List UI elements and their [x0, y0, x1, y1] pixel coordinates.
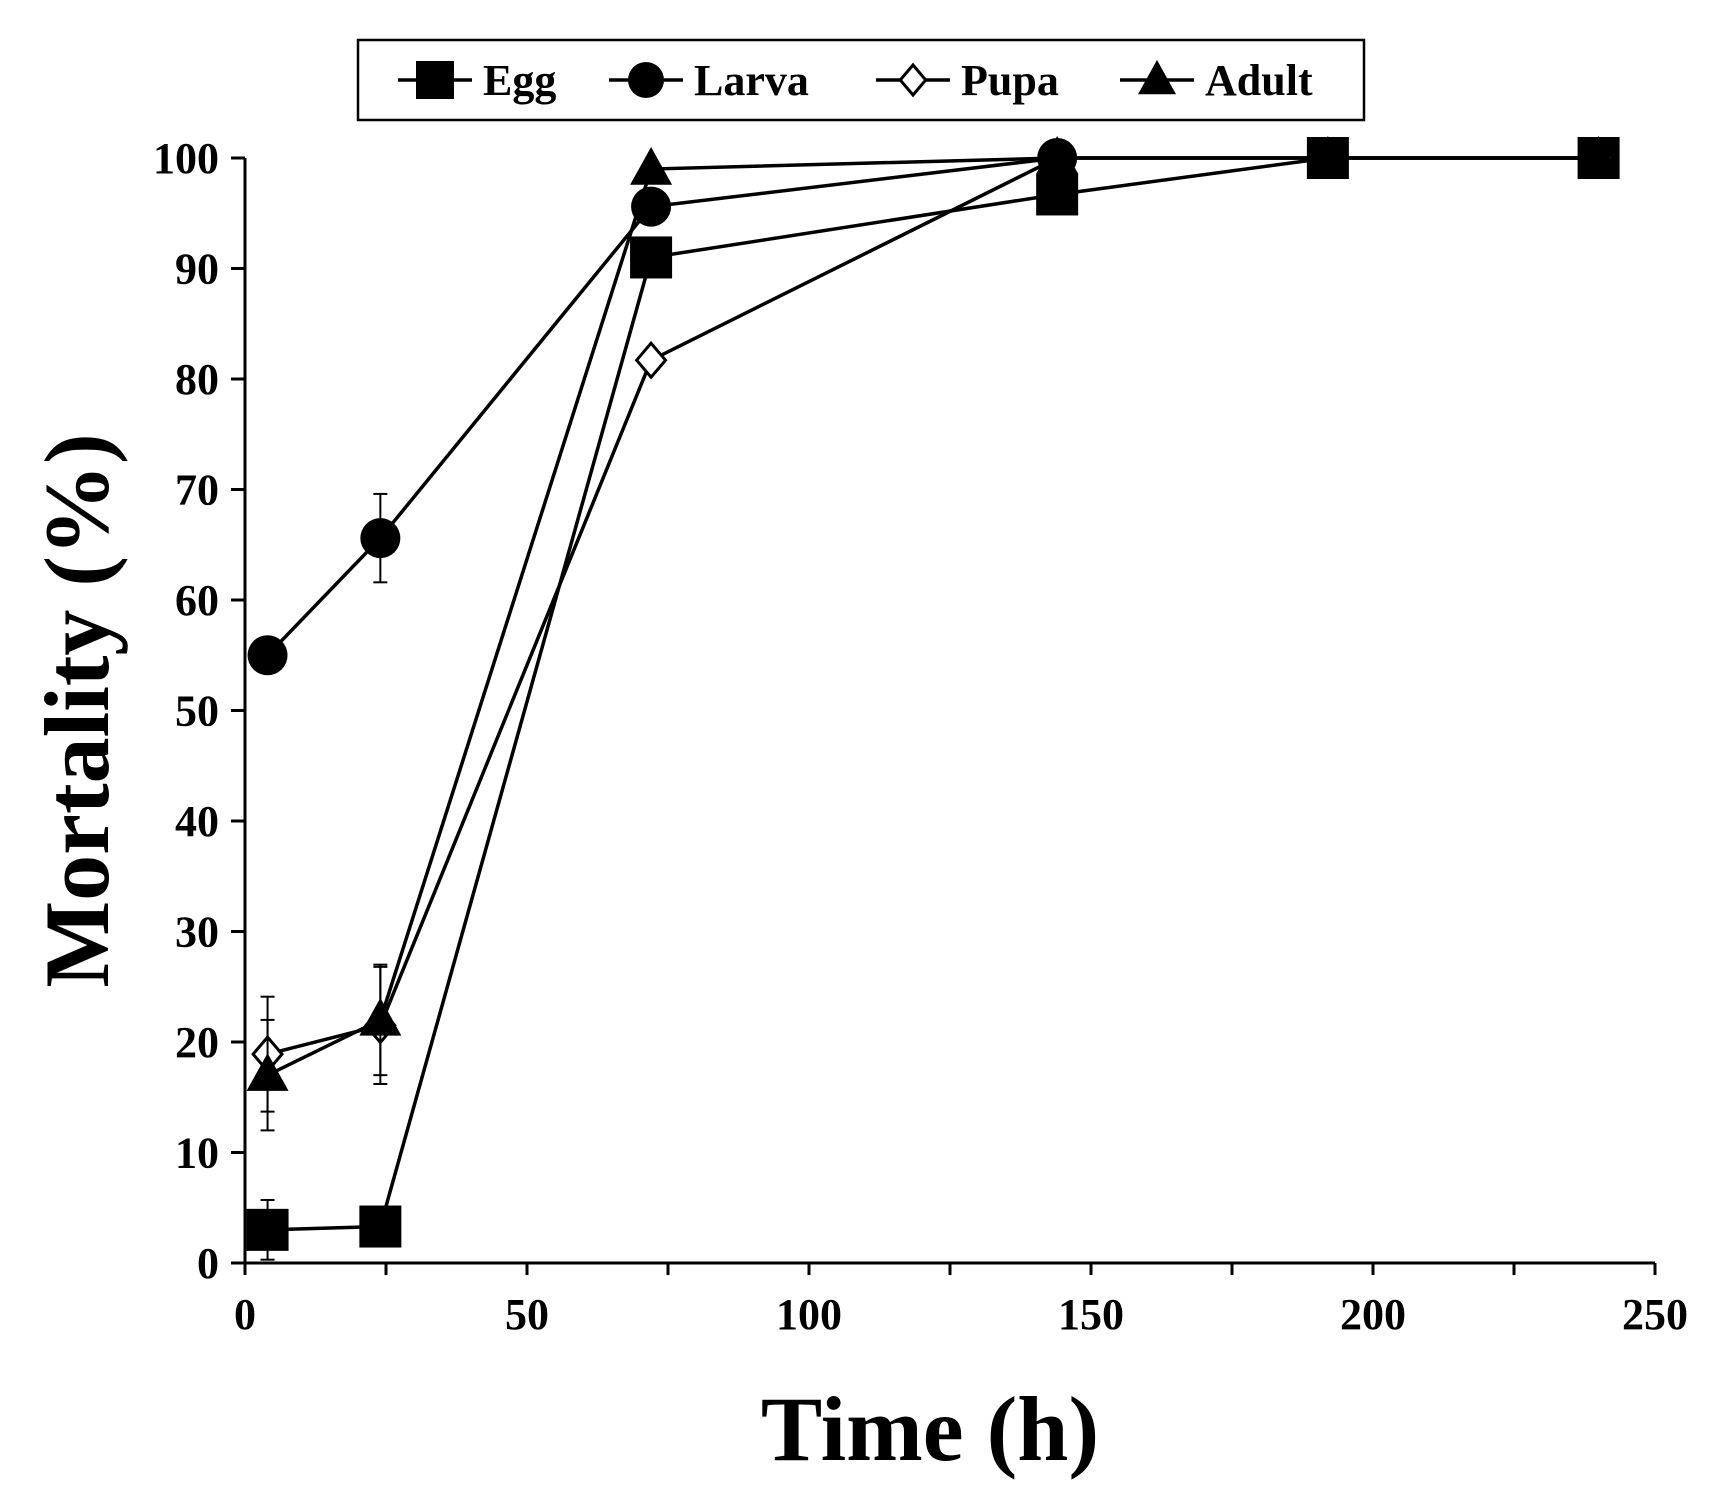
- y-axis-title: Mortality (%): [26, 433, 128, 987]
- legend-item-adult: Adult: [1120, 56, 1313, 105]
- data-point: [634, 340, 668, 380]
- data-point: [1306, 135, 1349, 174]
- legend-label: Egg: [483, 56, 556, 105]
- data-point: [247, 635, 288, 676]
- legend-label: Adult: [1205, 56, 1313, 105]
- legend: Egg Larva Pupa Adult: [356, 38, 1366, 122]
- data-point: [630, 147, 673, 185]
- y-tick-label: 70: [175, 466, 219, 515]
- y-tick-label: 10: [175, 1129, 219, 1178]
- series-egg: [246, 137, 1620, 1261]
- series-line: [267, 156, 1599, 1232]
- legend-label: Larva: [694, 56, 809, 105]
- y-tick-label: 20: [175, 1018, 219, 1067]
- y-tick-label: 90: [175, 245, 219, 294]
- x-tick-label: 100: [776, 1290, 842, 1339]
- legend-item-egg: Egg: [398, 56, 556, 105]
- legend-item-pupa: Pupa: [876, 56, 1059, 105]
- y-tick-label: 40: [175, 797, 219, 846]
- y-tick-label: 30: [175, 908, 219, 957]
- data-point: [1036, 173, 1079, 216]
- series-line: [266, 156, 1599, 1077]
- data-point: [1577, 135, 1620, 174]
- y-tick-label: 0: [197, 1239, 219, 1288]
- legend-label: Pupa: [961, 56, 1059, 105]
- x-tick-label: 150: [1058, 1290, 1124, 1339]
- data-point: [631, 186, 672, 227]
- y-tick-label: 50: [175, 687, 219, 736]
- x-tick-label: 250: [1622, 1290, 1688, 1339]
- legend-box: [356, 38, 1366, 122]
- series-adult: [246, 135, 1620, 1132]
- data-point: [246, 1208, 289, 1251]
- y-tick-label: 80: [175, 355, 219, 404]
- legend-marker: [1138, 60, 1176, 95]
- data-point: [359, 1205, 402, 1248]
- x-tick-label: 50: [505, 1290, 549, 1339]
- x-axis-title: Time (h): [761, 1378, 1099, 1480]
- series-pupa: [251, 138, 1616, 1113]
- data-point: [246, 1053, 289, 1091]
- legend-marker: [898, 62, 928, 98]
- data-point: [359, 997, 402, 1036]
- legend-marker: [628, 62, 664, 98]
- y-tick-label: 60: [175, 576, 219, 625]
- data-point: [630, 236, 673, 279]
- series-line: [266, 156, 1599, 657]
- y-tick-label: 100: [153, 134, 219, 183]
- x-tick-label: 200: [1340, 1290, 1406, 1339]
- data-point: [1036, 135, 1079, 174]
- data-point: [360, 518, 401, 559]
- legend-marker: [416, 61, 454, 99]
- legend-item-larva: Larva: [609, 56, 809, 105]
- x-tick-label: 0: [234, 1290, 256, 1339]
